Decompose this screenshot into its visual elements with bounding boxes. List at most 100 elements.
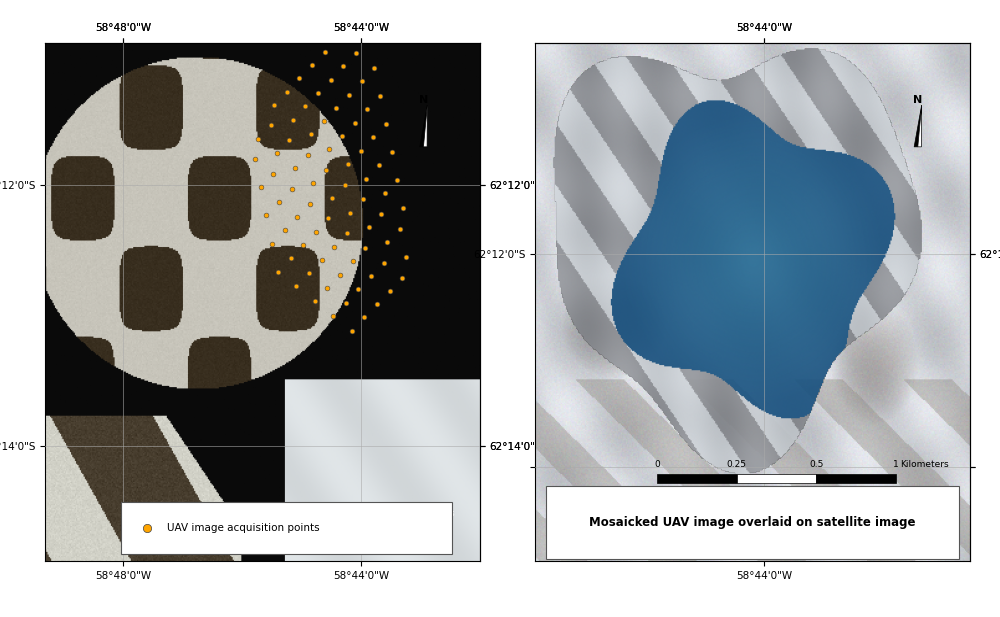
Text: N: N [419,95,428,105]
Point [285,115,301,125]
Point [253,183,269,193]
Point [323,75,339,85]
Point [277,225,293,235]
Bar [176,524,251,532]
Point [363,271,379,281]
Bar [657,474,737,482]
Point [376,258,392,268]
Point [264,239,280,249]
Point [300,150,316,160]
FancyBboxPatch shape [546,486,959,559]
Point [265,169,281,179]
Point [325,311,341,321]
Point [314,255,330,265]
Point [271,197,287,207]
Point [269,149,285,159]
Polygon shape [914,105,922,147]
Point [353,146,369,155]
Point [304,60,320,70]
Point [318,165,334,175]
Point [378,119,394,129]
Text: 0.5: 0.5 [809,460,823,469]
Bar [737,474,816,482]
Text: Mosaicked UAV image overlaid on satellite image: Mosaicked UAV image overlaid on satellit… [589,516,916,529]
Point [321,144,337,154]
Point [279,86,295,96]
Text: Kilometers: Kilometers [900,460,949,469]
Point [270,267,286,276]
Text: 0.5: 0.5 [244,510,258,518]
Point [328,103,344,113]
Point [308,227,324,237]
Point [341,89,357,99]
Text: N: N [913,95,922,105]
Point [347,118,363,128]
Point [342,208,358,218]
Point [329,33,345,43]
Point [339,228,355,238]
Point [395,203,411,213]
Bar [251,524,326,532]
Point [250,134,266,144]
Point [287,164,303,173]
Point [310,88,326,98]
Point [301,268,317,278]
Point [348,48,364,58]
Point [340,159,356,169]
Polygon shape [423,105,427,147]
Polygon shape [918,105,922,147]
Point [247,154,263,164]
Point [319,283,335,293]
Point [361,222,377,232]
Point [291,73,307,83]
Point [372,91,388,101]
Point [358,174,374,184]
Point [307,296,323,306]
Point [258,210,274,220]
Point [365,133,381,143]
Point [359,104,375,114]
Point [366,63,382,73]
Point [303,130,319,139]
Point [326,242,342,252]
FancyBboxPatch shape [121,502,452,553]
Point [384,147,400,157]
Text: 0: 0 [654,460,660,469]
Point [324,193,340,203]
Point [357,243,373,253]
Point [379,237,395,247]
Point [305,178,321,188]
Bar [816,474,896,482]
Point [398,252,414,262]
Point [373,209,389,219]
Point [377,188,393,198]
Point [371,160,387,170]
Point [295,240,311,250]
Point [317,47,333,57]
Point [392,224,408,234]
Point [338,297,354,307]
Point [284,184,300,194]
Text: 1: 1 [323,510,329,518]
Point [369,299,385,309]
Text: 2: 2 [399,510,405,518]
Point [266,100,282,110]
Point [382,286,398,296]
Point [283,254,299,263]
Text: UAV image acquisition points: UAV image acquisition points [167,523,319,533]
Point [389,175,405,185]
Point [289,212,305,222]
Point [335,62,351,72]
Point [302,199,318,209]
Polygon shape [420,105,427,147]
Point [354,77,370,86]
Point [337,180,353,189]
Point [263,120,279,130]
Point [297,101,313,111]
Point [332,270,348,280]
Point [350,284,366,294]
Point [345,256,361,266]
Point [281,135,297,145]
Text: 0: 0 [173,510,178,518]
Point [334,131,350,141]
